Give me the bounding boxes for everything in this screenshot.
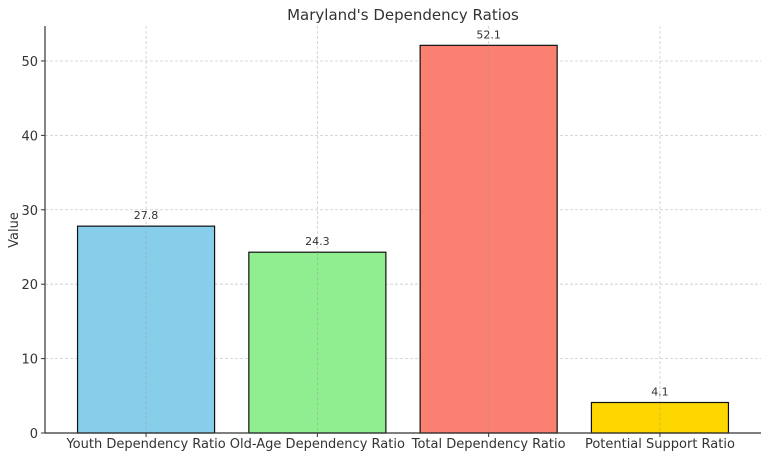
bar (419, 44, 558, 434)
y-tick-label: 50 (21, 55, 38, 70)
x-tick-label: Youth Dependency Ratio (65, 437, 225, 452)
y-axis-label: Value (7, 212, 22, 248)
y-tick-label: 20 (21, 278, 38, 293)
chart-title: Maryland's Dependency Ratios (287, 6, 519, 24)
y-tick-label: 30 (21, 204, 38, 219)
y-tick-label: 10 (21, 353, 38, 368)
data-label: 52.1 (476, 28, 501, 41)
x-tick-label: Total Dependency Ratio (411, 437, 566, 452)
y-tick-label: 40 (21, 129, 38, 144)
data-label: 24.3 (305, 235, 330, 248)
x-tick-label: Old-Age Dependency Ratio (230, 437, 405, 452)
data-label: 4.1 (651, 385, 669, 398)
data-label: 27.8 (134, 209, 159, 222)
axes: 0 10 20 30 40 50 Youth Dependency Ratio Old-Age… (21, 26, 761, 452)
bars: 27.8 24.3 52.1 4.1 (76, 28, 730, 434)
y-tick-label: 0 (30, 427, 38, 442)
x-tick-label: Potential Support Ratio (585, 437, 735, 452)
grid (45, 26, 761, 434)
